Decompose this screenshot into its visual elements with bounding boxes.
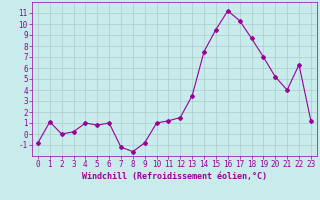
X-axis label: Windchill (Refroidissement éolien,°C): Windchill (Refroidissement éolien,°C) [82, 172, 267, 181]
